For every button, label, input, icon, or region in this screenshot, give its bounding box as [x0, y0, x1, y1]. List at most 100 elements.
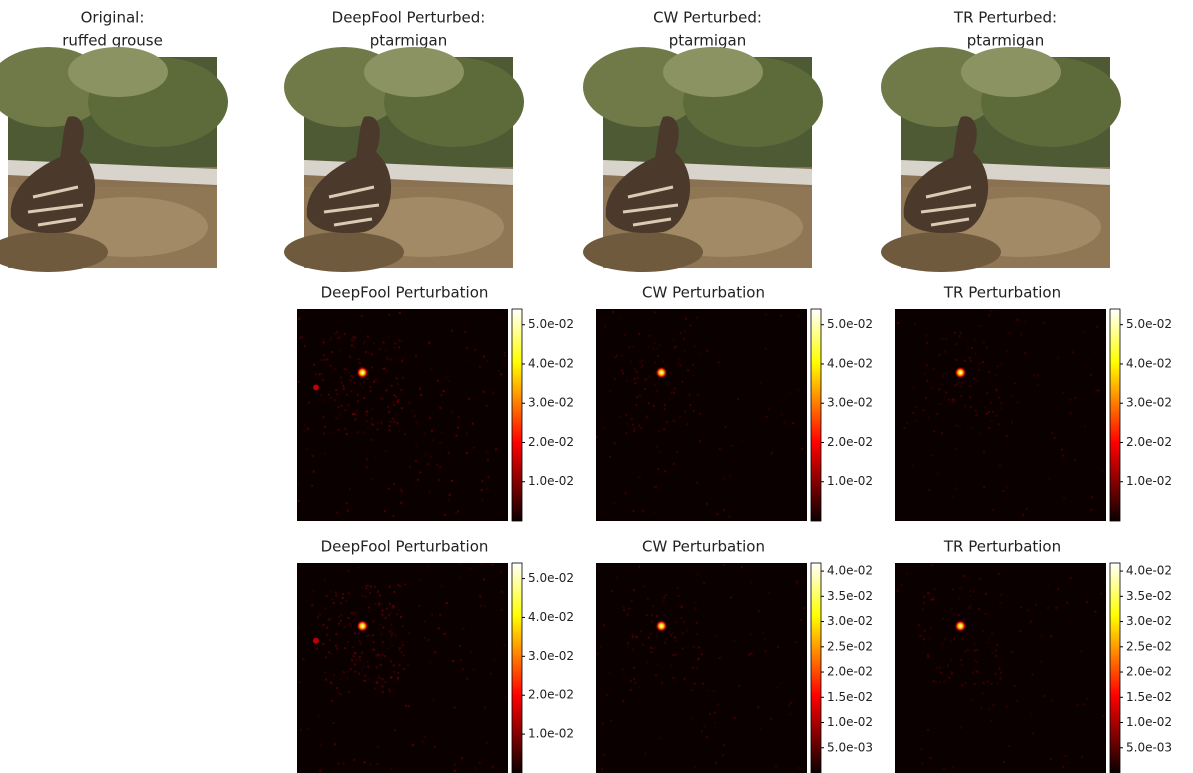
speckle: [699, 440, 701, 442]
speckle: [382, 641, 384, 643]
speckle: [624, 334, 626, 336]
speckle: [399, 647, 401, 649]
speckle: [340, 377, 342, 379]
speckle: [487, 459, 489, 461]
colorbar-tick-label: 1.5e-02: [827, 690, 873, 704]
photo: [881, 47, 1121, 272]
speckle: [457, 427, 459, 429]
heatmap-bg: [895, 309, 1106, 521]
speckle: [347, 510, 349, 512]
speckle: [1007, 332, 1009, 334]
speckle: [675, 640, 677, 642]
speckle: [796, 582, 798, 584]
speckle: [601, 768, 603, 770]
speckle: [969, 604, 971, 606]
speckle: [768, 408, 770, 410]
speckle: [1017, 319, 1019, 321]
speckle: [470, 651, 472, 653]
speckle: [330, 365, 332, 367]
speckle: [363, 680, 365, 682]
speckle: [696, 482, 698, 484]
speckle: [343, 387, 345, 389]
speckle: [481, 563, 483, 565]
speckle: [380, 677, 382, 679]
speckle: [333, 674, 335, 676]
speckle: [307, 428, 309, 430]
colorbar-tick-label: 4.0e-02: [827, 564, 873, 578]
speckle: [654, 384, 656, 386]
speckle: [614, 442, 616, 444]
speckle: [322, 379, 324, 381]
colorbar: [811, 563, 821, 773]
speckle: [1006, 705, 1008, 707]
speckle: [344, 333, 346, 335]
speckle: [729, 515, 731, 517]
speckle: [445, 377, 447, 379]
speckle: [427, 565, 429, 567]
speckle: [402, 358, 404, 360]
speckle: [330, 618, 332, 620]
speckle: [469, 567, 471, 569]
speckle: [364, 340, 366, 342]
speckle: [677, 595, 679, 597]
speckle: [351, 339, 353, 341]
speckle: [1011, 421, 1013, 423]
speckle: [682, 647, 684, 649]
speckle: [634, 378, 636, 380]
speckle: [484, 605, 486, 607]
speckle: [351, 390, 353, 392]
speckle: [1008, 745, 1010, 747]
speckle: [328, 651, 330, 653]
speckle: [1033, 374, 1035, 376]
speckle: [359, 362, 361, 364]
speckle: [387, 648, 389, 650]
speckle: [486, 360, 488, 362]
speckle: [657, 468, 659, 470]
speckle: [393, 404, 395, 406]
speckle: [713, 690, 715, 692]
speckle: [670, 665, 672, 667]
speckle: [991, 310, 993, 312]
speckle: [665, 365, 667, 367]
speckle: [750, 633, 752, 635]
panel-title: DeepFool Perturbation: [321, 284, 489, 302]
speckle: [982, 630, 984, 632]
speckle: [390, 636, 392, 638]
speckle: [671, 392, 673, 394]
speckle: [400, 389, 402, 391]
speckle: [323, 354, 325, 356]
speckle: [978, 325, 980, 327]
speckle: [443, 390, 445, 392]
speckle: [958, 614, 960, 616]
speckle: [349, 372, 351, 374]
speckle: [780, 315, 782, 317]
speckle: [670, 634, 672, 636]
speckle: [699, 413, 701, 415]
speckle: [367, 427, 369, 429]
speckle: [959, 426, 961, 428]
speckle: [340, 602, 342, 604]
speckle: [644, 753, 646, 755]
speckle: [481, 489, 483, 491]
speckle: [1095, 352, 1097, 354]
speckle: [340, 413, 342, 415]
speckle: [419, 579, 421, 581]
speckle: [930, 454, 932, 456]
speckle: [344, 647, 346, 649]
speckle: [963, 618, 965, 620]
speckle: [1005, 596, 1007, 598]
speckle: [403, 655, 405, 657]
speckle: [479, 596, 481, 598]
speckle: [350, 625, 352, 627]
speckle: [995, 673, 997, 675]
speckle: [1011, 395, 1013, 397]
speckle: [942, 376, 944, 378]
colorbar-tick-label: 2.5e-02: [827, 639, 873, 653]
speckle: [1001, 402, 1003, 404]
speckle: [492, 766, 494, 768]
speckle: [359, 659, 361, 661]
speckle: [696, 633, 698, 635]
speckle: [1069, 399, 1071, 401]
speckle: [927, 656, 929, 658]
speckle: [777, 646, 779, 648]
